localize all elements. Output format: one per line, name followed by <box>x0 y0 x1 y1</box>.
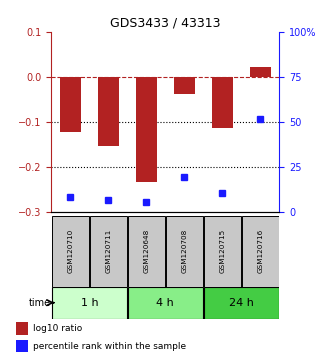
Text: 1 h: 1 h <box>81 298 98 308</box>
Bar <box>98 77 119 146</box>
Text: log10 ratio: log10 ratio <box>33 324 82 333</box>
Bar <box>16 340 28 352</box>
Bar <box>128 287 203 319</box>
Bar <box>52 216 89 287</box>
Title: GDS3433 / 43313: GDS3433 / 43313 <box>110 16 221 29</box>
Text: GSM120711: GSM120711 <box>105 229 111 273</box>
Text: time: time <box>29 298 51 308</box>
Bar <box>204 287 279 319</box>
Text: 24 h: 24 h <box>229 298 254 308</box>
Text: 4 h: 4 h <box>156 298 174 308</box>
Bar <box>60 77 81 132</box>
Bar <box>128 216 165 287</box>
Bar <box>242 216 279 287</box>
Text: GSM120708: GSM120708 <box>181 229 187 273</box>
Bar <box>52 287 126 319</box>
Text: GSM120715: GSM120715 <box>219 229 225 273</box>
Text: percentile rank within the sample: percentile rank within the sample <box>33 342 187 351</box>
Bar <box>90 216 126 287</box>
Bar <box>166 216 203 287</box>
Bar <box>16 322 28 335</box>
Bar <box>212 77 233 128</box>
Bar <box>136 77 157 182</box>
Text: GSM120648: GSM120648 <box>143 229 149 273</box>
Text: GSM120716: GSM120716 <box>257 229 263 273</box>
Text: GSM120710: GSM120710 <box>67 229 74 273</box>
Bar <box>204 216 240 287</box>
Bar <box>250 67 271 77</box>
Bar <box>174 77 195 94</box>
